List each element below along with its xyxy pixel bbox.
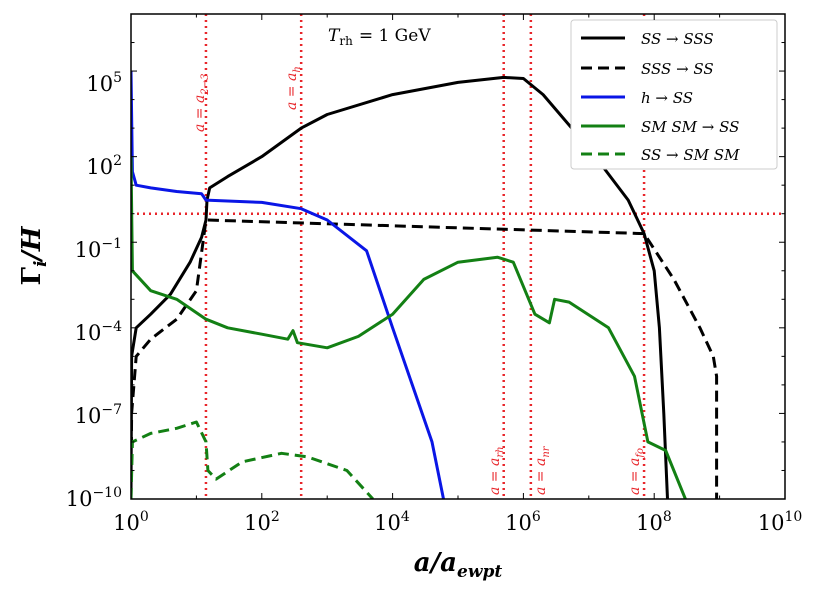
series-line-0 xyxy=(131,75,669,499)
legend-label-ss-sss: SS → SSS xyxy=(641,30,714,48)
legend-label-sss-ss: SSS → SS xyxy=(641,60,714,78)
y-tick-label-m10: 10−10 xyxy=(66,485,122,511)
legend-label-ss-smsm: SS → SM SM xyxy=(641,146,740,164)
x-tick-label-10: 1010 xyxy=(758,509,803,535)
series-line-3 xyxy=(131,156,687,499)
x-tick-label-0: 100 xyxy=(113,509,149,535)
x-tick-labels: 100 102 104 106 108 1010 xyxy=(113,509,802,535)
y-tick-label-m4: 10−4 xyxy=(75,319,122,345)
series-line-2 xyxy=(131,71,445,499)
y-tick-label-m7: 10−7 xyxy=(75,402,122,428)
plot-frame xyxy=(130,13,786,500)
series-line-4 xyxy=(131,420,375,499)
x-tick-label-8: 108 xyxy=(636,509,672,535)
legend-label-h-ss: h → SS xyxy=(641,89,693,107)
y-axis-title: Γi/H xyxy=(17,225,51,285)
series-line-1 xyxy=(131,218,719,499)
x-tick-label-6: 106 xyxy=(505,509,541,535)
y-tick-label-5: 105 xyxy=(86,70,122,96)
vline-label-arh: a = arh xyxy=(487,446,506,495)
series-lines xyxy=(131,71,719,499)
vline-labels: a = a2→3 a = ah a = arh a = anr a = afo xyxy=(192,66,646,495)
vline-label-anr: a = anr xyxy=(533,445,552,495)
legend: SS → SSS SSS → SS h → SS SM SM → SS SS →… xyxy=(570,19,778,170)
y-tick-labels: 10−10 10−7 10−4 10−1 102 105 xyxy=(66,70,122,511)
y-tick-label-m1: 10−1 xyxy=(75,236,122,262)
vline-label-ah: a = ah xyxy=(284,66,303,110)
legend-box xyxy=(570,19,778,170)
reheat-temperature-annotation: Trh = 1 GeV xyxy=(328,26,431,48)
y-tick-label-2: 102 xyxy=(86,153,122,179)
x-tick-label-4: 104 xyxy=(374,509,410,535)
reference-lines xyxy=(131,14,785,499)
vline-label-a23: a = a2→3 xyxy=(192,74,211,132)
vline-label-afo: a = afo xyxy=(627,448,646,495)
x-axis-title: a/aewpt xyxy=(414,548,503,582)
legend-label-smsm-ss: SM SM → SS xyxy=(641,118,739,136)
x-tick-label-2: 102 xyxy=(244,509,280,535)
